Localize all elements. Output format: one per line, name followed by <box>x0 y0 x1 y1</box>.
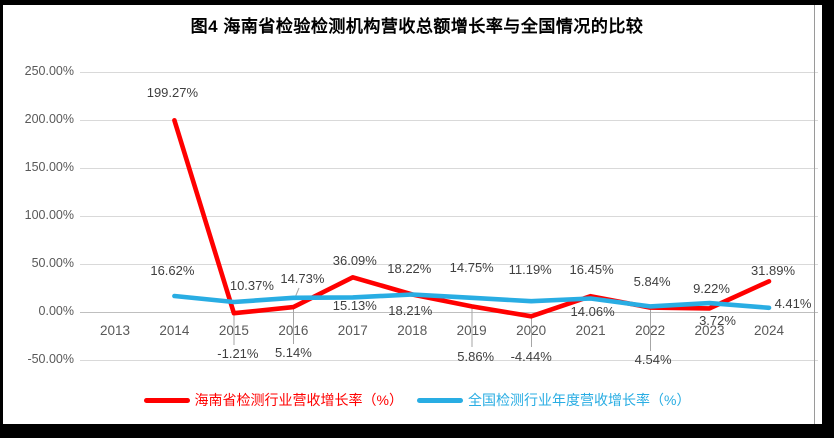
hainan-data-label-2023: 3.72% <box>699 313 736 329</box>
national-data-label-2014: 16.62% <box>150 263 195 278</box>
gridline <box>80 312 818 313</box>
hainan-line-swatch <box>143 397 190 403</box>
national-line-swatch <box>417 397 463 403</box>
page-edge-line <box>814 5 815 424</box>
y-axis-tick: 0.00% <box>38 304 74 318</box>
x-axis-tick: 2018 <box>397 323 428 338</box>
x-axis-tick: 2021 <box>575 323 606 338</box>
national-data-label-2018: 18.21% <box>388 302 433 318</box>
x-axis-tick: 2024 <box>753 323 785 338</box>
frame-right-bar <box>822 0 834 438</box>
legend-item-national: 全国检测行业年度营收增长率（%） <box>417 390 690 410</box>
gridline <box>80 167 818 169</box>
y-axis-tick: 150.00% <box>24 159 74 174</box>
hainan-data-label-2024: 31.89% <box>750 263 796 279</box>
legend-label-national: 全国检测行业年度营收增长率（%） <box>468 392 691 408</box>
x-axis-tick: 2017 <box>337 323 368 338</box>
gridline <box>80 263 818 265</box>
y-axis-tick: -50.00% <box>27 352 74 367</box>
hainan-data-label-2017: 36.09% <box>332 253 377 269</box>
x-axis-tick: 2023 <box>694 323 725 338</box>
hainan-data-label-2014: 199.27% <box>146 85 199 101</box>
national-data-label-2016: 14.73% <box>280 270 325 286</box>
national-data-label-2020: 11.19% <box>508 262 552 278</box>
national-data-label-2017: 15.13% <box>332 298 377 314</box>
hainan-data-label-2019: 5.86% <box>457 349 495 365</box>
national-data-label-2022: 5.84% <box>633 274 671 290</box>
hainan-data-label-2020: -4.44% <box>510 349 552 365</box>
y-axis-tick: 250.00% <box>24 63 74 78</box>
hainan-data-label-2022: 4.54% <box>634 351 672 367</box>
legend: 海南省检测行业营收增长率（%） 全国检测行业年度营收增长率（%） <box>0 390 834 410</box>
frame-top-bar <box>0 0 834 5</box>
y-axis-tick: 50.00% <box>31 255 74 270</box>
gridline <box>80 71 818 73</box>
hainan-series-line <box>172 118 772 319</box>
frame-bottom-bar <box>0 424 834 438</box>
x-axis-tick: 2013 <box>99 323 131 338</box>
hainan-data-label-2016: 5.14% <box>274 345 312 361</box>
legend-label-hainan: 海南省检测行业营收增长率（%） <box>194 392 403 408</box>
national-data-label-2021: 14.06% <box>570 303 615 319</box>
legend-item-hainan: 海南省检测行业营收增长率（%） <box>143 390 403 410</box>
x-axis-tick: 2014 <box>159 323 190 338</box>
gridline <box>80 119 818 121</box>
hainan-data-label-2021: 16.45% <box>569 262 614 278</box>
y-axis-tick: 200.00% <box>24 111 74 126</box>
gridline <box>80 360 818 362</box>
national-data-label-2015: 10.37% <box>229 278 274 293</box>
national-data-label-2019: 14.75% <box>449 259 494 275</box>
national-data-label-2024: 4.41% <box>774 295 812 311</box>
hainan-data-label-2018: 18.22% <box>387 260 432 276</box>
national-data-label-2023: 9.22% <box>693 281 730 297</box>
frame-left-bar <box>0 0 3 438</box>
chart-title: 图4 海南省检验检测机构营收总额增长率与全国情况的比较 <box>190 17 644 36</box>
y-axis-tick: 100.00% <box>24 207 74 222</box>
hainan-data-label-2015: -1.21% <box>217 346 259 362</box>
gridline <box>80 215 818 217</box>
national-series-line <box>172 292 772 311</box>
